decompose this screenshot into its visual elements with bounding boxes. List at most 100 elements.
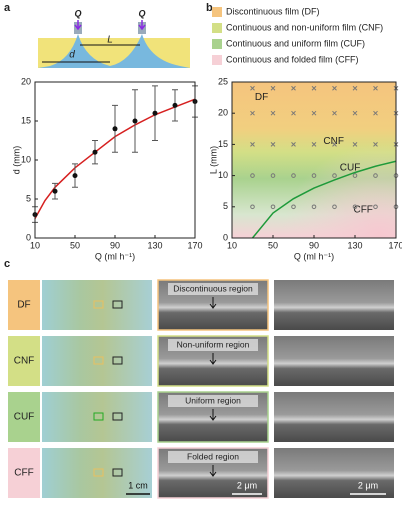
region-label-bg: [168, 395, 258, 407]
photo-roi: [112, 356, 123, 365]
y-axis-label: d (mm): [11, 146, 21, 175]
y-tick-label: 10: [21, 154, 31, 164]
x-tick-label: 130: [147, 240, 162, 250]
legend-swatch: [212, 7, 222, 17]
region-label-bg: [168, 283, 258, 295]
liquid: [38, 34, 190, 68]
circle-marker: [250, 204, 255, 210]
row-label-box: [8, 280, 40, 330]
cross-marker: [311, 110, 317, 116]
region-label: DF: [255, 92, 268, 103]
flow-arrow: [74, 20, 146, 31]
row-label-box: [8, 448, 40, 498]
circle-marker: [373, 204, 378, 210]
cross-marker: [291, 110, 296, 116]
region-label: Non-uniform region: [177, 339, 250, 349]
data-point: [112, 126, 118, 132]
q-label: Q: [74, 8, 81, 18]
scale-label: 2 μm: [358, 480, 378, 490]
data-point: [52, 188, 58, 194]
scale-label: 2 μm: [237, 480, 257, 490]
panel-label: b: [206, 2, 213, 14]
row-label: CUF: [14, 412, 35, 423]
y-tick-label: 0: [26, 232, 31, 242]
photo: [42, 448, 152, 498]
region-arrow: [209, 297, 217, 309]
x-axis-label: Q (ml h⁻¹): [95, 251, 135, 261]
y-tick-label: 25: [218, 76, 228, 86]
x-axis-label: Q (ml h⁻¹): [294, 251, 334, 261]
y-tick-label: 20: [218, 108, 228, 118]
fit-line: [34, 98, 196, 219]
row-label: DF: [17, 300, 30, 311]
y-tick-label: 20: [21, 76, 31, 86]
region-label: Discontinuous region: [173, 283, 253, 293]
x-tick-label: 90: [110, 240, 120, 250]
photo: [42, 392, 152, 442]
circle-marker: [352, 204, 358, 210]
cross-marker: [352, 142, 358, 147]
photo: [42, 280, 152, 330]
circle-marker: [250, 173, 255, 178]
cross-marker: [270, 142, 276, 147]
scale-label: 1 cm: [128, 480, 148, 490]
legend-label: Continuous and folded film (CFF): [226, 54, 359, 64]
region-arrow: [209, 353, 217, 365]
data-point: [172, 102, 178, 108]
circle-marker: [291, 204, 296, 210]
x-tick-label: 170: [388, 240, 402, 250]
circle-marker: [270, 173, 276, 178]
circle-marker: [311, 173, 317, 178]
cross-marker: [291, 85, 296, 91]
y-tick-label: 15: [21, 115, 31, 125]
panel-label: a: [4, 2, 11, 14]
cross-marker: [270, 110, 276, 116]
x-tick-label: 90: [309, 240, 319, 250]
phase-bg-cff: [232, 82, 396, 238]
circle-marker: [332, 204, 337, 210]
x-tick-label: 50: [70, 240, 80, 250]
row-label-box: [8, 392, 40, 442]
region-label-bg: [168, 451, 258, 463]
circle-marker: [311, 204, 317, 210]
data-point: [72, 173, 78, 179]
legend-label: Discontinuous film (DF): [226, 6, 320, 16]
x-tick-label: 50: [268, 240, 278, 250]
d-label: d: [69, 50, 75, 61]
photo-roi: [93, 468, 104, 477]
region-label-bg: [168, 339, 258, 351]
legend-label: Continuous and uniform film (CUF): [226, 38, 365, 48]
legend-swatch: [212, 23, 222, 33]
cross-marker: [332, 85, 337, 91]
y-tick-label: 5: [223, 201, 228, 211]
cross-marker: [250, 142, 255, 147]
photo-roi: [112, 412, 123, 421]
cross-marker: [311, 142, 317, 147]
y-tick-label: 0: [223, 232, 228, 242]
schematic: Q Q L d: [38, 8, 190, 68]
y-tick-label: 10: [218, 170, 228, 180]
cross-marker: [250, 110, 255, 116]
cross-marker: [270, 85, 276, 91]
data-point: [152, 110, 158, 116]
region-arrow: [209, 465, 217, 477]
row-label: CFF: [14, 468, 33, 479]
photo-roi: [93, 412, 104, 421]
cross-marker: [332, 110, 337, 116]
circle-marker: [270, 204, 276, 210]
photo-roi: [112, 300, 123, 309]
data-point: [92, 149, 98, 155]
photo-roi: [93, 356, 104, 365]
cross-marker: [250, 85, 255, 91]
region-label: CUF: [340, 162, 361, 173]
q-label: Q: [138, 8, 145, 18]
x-tick-label: 170: [187, 240, 202, 250]
circle-marker: [352, 173, 358, 178]
row-label: CNF: [14, 356, 35, 367]
cross-marker: [373, 142, 378, 147]
region-label: CNF: [323, 136, 344, 147]
x-tick-label: 10: [227, 240, 237, 250]
row-label-box: [8, 336, 40, 386]
circle-marker: [373, 173, 378, 178]
